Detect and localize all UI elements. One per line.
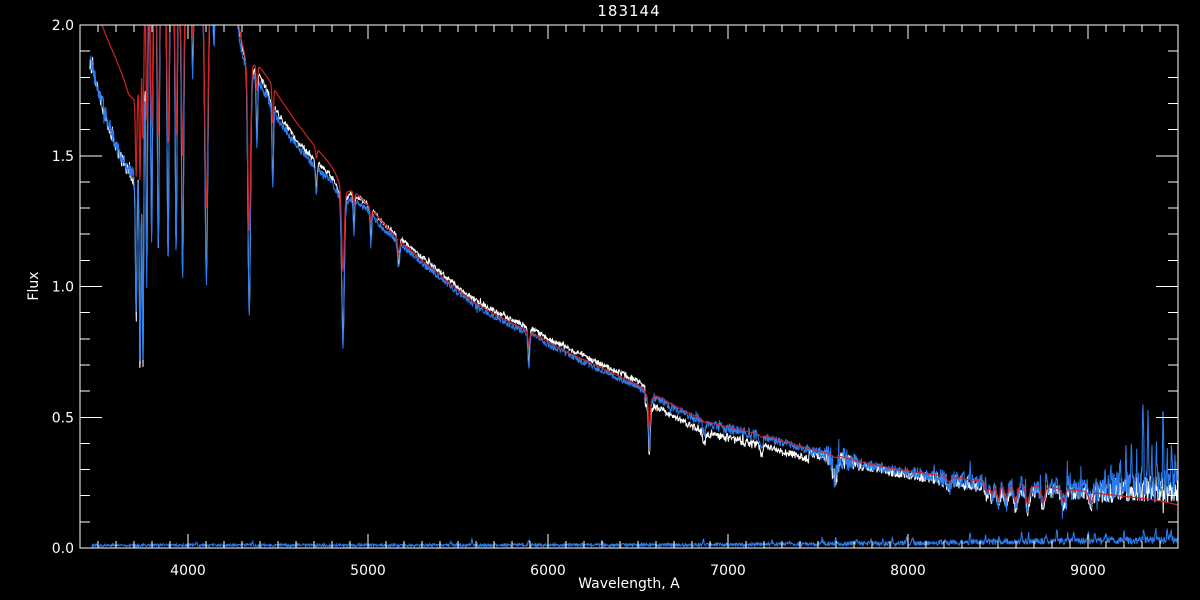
x-tick-label: 7000 <box>710 563 746 579</box>
y-tick-label: 1.0 <box>52 280 74 296</box>
y-axis-label: Flux <box>26 271 42 300</box>
x-tick-label: 5000 <box>350 563 386 579</box>
axes-frame <box>79 24 1179 549</box>
y-tick-label: 2.0 <box>52 18 74 34</box>
x-tick-label: 8000 <box>890 563 926 579</box>
spectrum-curves <box>89 25 1178 548</box>
error-spectrum-curve <box>91 528 1178 548</box>
model-spectrum-curve <box>101 25 1178 506</box>
tick-labels: 4000 5000 6000 7000 8000 9000 0.0 0.5 1.0 1.5 2.0 <box>52 18 1106 579</box>
x-tick-label: 4000 <box>170 563 206 579</box>
x-axis-label: Wavelength, A <box>578 576 680 592</box>
y-tick-label: 0.5 <box>52 410 74 426</box>
x-tick-label: 9000 <box>1070 563 1106 579</box>
y-tick-label: 1.5 <box>52 149 74 165</box>
plot-title: 183144 <box>597 2 660 20</box>
x-tick-label: 6000 <box>530 563 566 579</box>
y-tick-label: 0.0 <box>52 541 74 557</box>
